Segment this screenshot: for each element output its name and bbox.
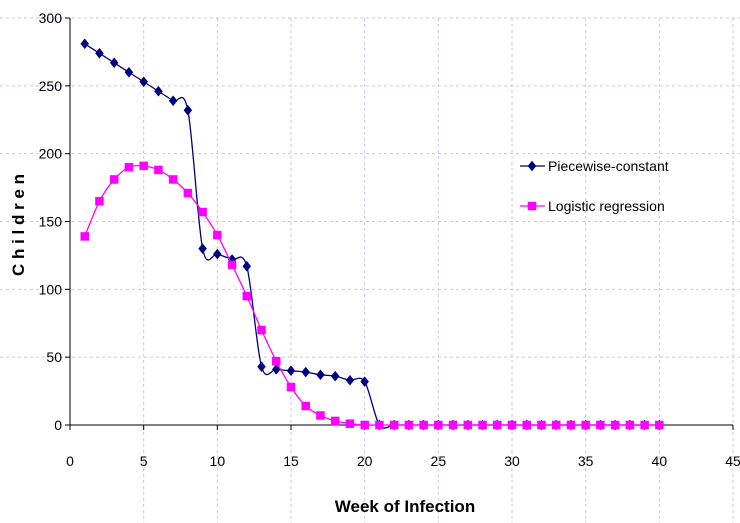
data-point bbox=[655, 420, 664, 430]
legend-marker bbox=[527, 160, 537, 172]
data-point bbox=[360, 420, 369, 430]
x-tick-label: 45 bbox=[725, 453, 740, 469]
data-point bbox=[95, 47, 104, 59]
data-point bbox=[286, 365, 296, 377]
data-point bbox=[389, 420, 399, 430]
data-point bbox=[124, 66, 134, 78]
data-point bbox=[139, 161, 148, 171]
x-tick-label: 5 bbox=[140, 453, 148, 469]
data-point bbox=[640, 420, 649, 430]
data-point bbox=[478, 420, 487, 430]
data-point bbox=[448, 420, 458, 430]
data-point bbox=[625, 420, 635, 430]
data-point bbox=[168, 95, 178, 107]
x-tick-label: 30 bbox=[504, 453, 520, 469]
data-point bbox=[286, 382, 296, 392]
y-tick-label: 0 bbox=[54, 417, 62, 433]
x-axis-label: Week of Infection bbox=[335, 497, 475, 516]
x-tick-label: 15 bbox=[283, 453, 299, 469]
data-point bbox=[316, 411, 325, 420]
data-point bbox=[537, 420, 546, 430]
data-point bbox=[154, 85, 163, 97]
series-2 bbox=[80, 161, 664, 430]
x-tick-label: 25 bbox=[431, 453, 447, 469]
y-tick-label: 150 bbox=[39, 214, 63, 230]
data-point bbox=[198, 207, 207, 217]
data-point bbox=[404, 420, 414, 430]
data-point bbox=[419, 420, 428, 430]
data-point bbox=[227, 260, 237, 270]
series-layer bbox=[80, 38, 664, 431]
data-point bbox=[330, 416, 340, 426]
data-point bbox=[581, 420, 590, 430]
series-1 bbox=[80, 38, 664, 431]
data-point bbox=[154, 165, 163, 175]
data-point bbox=[330, 370, 340, 382]
data-point bbox=[213, 248, 222, 260]
data-point bbox=[80, 232, 89, 241]
data-point bbox=[80, 38, 90, 50]
x-tick-label: 20 bbox=[357, 453, 373, 469]
data-point bbox=[566, 420, 576, 430]
y-axis-label: C h i l d r e n bbox=[9, 174, 28, 276]
y-tick-label: 100 bbox=[39, 281, 63, 297]
data-point bbox=[375, 420, 384, 430]
y-tick-label: 250 bbox=[39, 78, 63, 94]
grid-lines bbox=[0, 17, 740, 523]
tick-labels: 0 50 100 150 200 250 300 0 5 10 15 20 25 30 35 40 45 bbox=[39, 10, 740, 469]
data-point bbox=[183, 104, 193, 116]
data-point bbox=[109, 57, 119, 69]
data-point bbox=[610, 420, 620, 430]
legend-marker bbox=[527, 201, 537, 211]
y-tick-label: 50 bbox=[46, 349, 62, 365]
data-point bbox=[522, 420, 531, 430]
data-point bbox=[345, 374, 355, 386]
data-point bbox=[507, 420, 517, 430]
data-point bbox=[301, 401, 310, 411]
legend-label: Logistic regression bbox=[548, 198, 665, 214]
data-point bbox=[124, 162, 134, 172]
data-point bbox=[198, 243, 207, 255]
legend-label: Piecewise-constant bbox=[548, 158, 669, 174]
data-point bbox=[301, 366, 311, 378]
data-point bbox=[257, 361, 266, 373]
data-point bbox=[316, 369, 325, 381]
data-point bbox=[168, 175, 178, 184]
data-point bbox=[109, 175, 119, 184]
data-point bbox=[272, 356, 281, 366]
data-point bbox=[271, 363, 281, 375]
data-point bbox=[213, 230, 222, 240]
legend: Piecewise-constant Logistic regression bbox=[520, 158, 669, 214]
data-point bbox=[242, 291, 252, 301]
x-tick-label: 35 bbox=[578, 453, 594, 469]
data-point bbox=[139, 76, 148, 88]
data-point bbox=[463, 420, 473, 430]
data-point bbox=[551, 420, 561, 430]
data-point bbox=[596, 420, 605, 430]
data-point bbox=[257, 325, 266, 335]
y-tick-label: 300 bbox=[39, 10, 63, 26]
data-point bbox=[183, 188, 193, 198]
data-point bbox=[95, 196, 104, 206]
x-tick-label: 40 bbox=[652, 453, 668, 469]
data-point bbox=[242, 260, 252, 272]
series-line bbox=[84, 164, 660, 426]
data-point bbox=[434, 420, 443, 430]
data-point bbox=[493, 420, 502, 430]
data-point bbox=[345, 419, 355, 428]
data-point bbox=[360, 376, 369, 387]
x-tick-label: 0 bbox=[66, 453, 74, 469]
y-tick-label: 200 bbox=[39, 146, 63, 162]
x-tick-label: 10 bbox=[210, 453, 226, 469]
